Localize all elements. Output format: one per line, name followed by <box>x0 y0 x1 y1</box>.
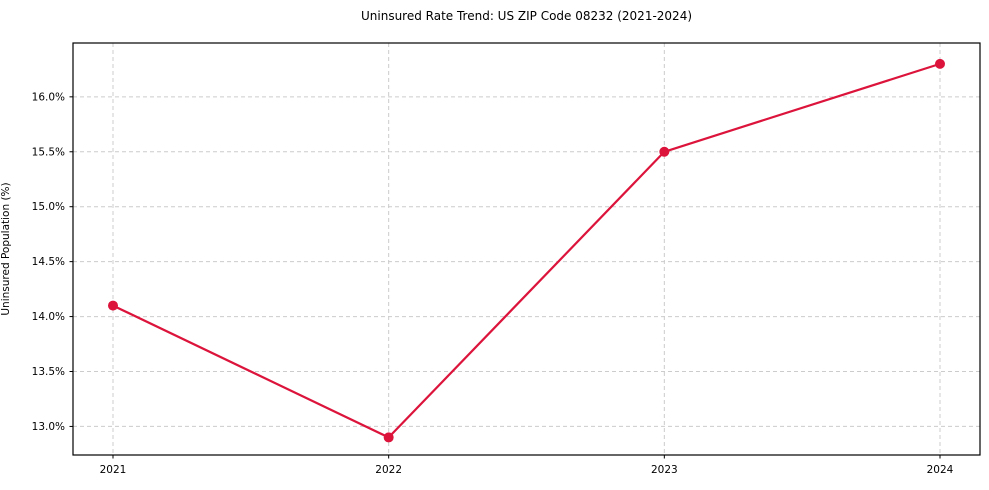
trend-line <box>111 62 942 439</box>
x-tick-label: 2021 <box>100 464 127 476</box>
y-tick-label: 14.5% <box>32 256 65 268</box>
plot-border <box>72 42 981 456</box>
y-tick-label: 15.5% <box>32 146 65 158</box>
x-tick-label: 2022 <box>375 464 402 476</box>
x-tick-label: 2024 <box>927 464 954 476</box>
data-point <box>383 432 394 443</box>
data-point <box>659 146 670 157</box>
y-tick-label: 15.0% <box>32 201 65 213</box>
chart-title: Uninsured Rate Trend: US ZIP Code 08232 … <box>360 9 693 23</box>
y-tick-label: 13.0% <box>32 421 65 433</box>
data-point <box>108 300 118 311</box>
data-point <box>935 58 945 69</box>
y-tick-label: 16.0% <box>32 91 65 103</box>
x-tick-label: 2023 <box>651 464 678 476</box>
y-tick-label: 13.5% <box>32 366 65 378</box>
y-tick-label: 14.0% <box>32 311 65 323</box>
